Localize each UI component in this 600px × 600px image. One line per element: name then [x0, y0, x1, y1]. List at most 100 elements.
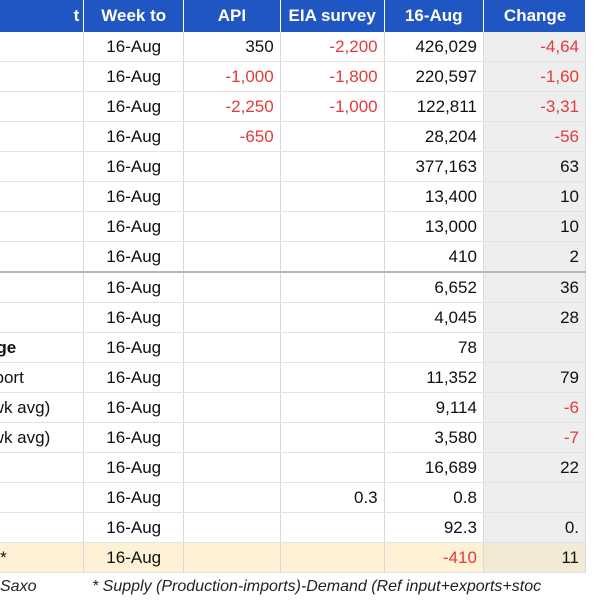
cell-api	[183, 211, 281, 242]
cell-week-to: 16-Aug	[83, 392, 185, 423]
cell-week-to: 16-Aug	[83, 151, 185, 182]
header-change[interactable]: Change	[483, 0, 587, 32]
cell-eia-survey	[280, 512, 385, 543]
cell-label	[0, 241, 85, 273]
cell-change: -4,64	[483, 32, 587, 62]
cell-eia-survey	[280, 332, 385, 363]
cell-eia-survey	[280, 542, 385, 573]
table-row: 16-Aug 377,163 63	[0, 151, 587, 182]
cell-change: 0.	[483, 512, 587, 543]
cell-16-aug: -410	[384, 542, 484, 573]
cell-change: 79	[483, 362, 587, 393]
table-body: 16-Aug 350 -2,200 426,029 -4,64 16-Aug -1,000-…	[0, 32, 587, 573]
table-row: 16-Aug -2,250 -1,000 122,811 -3,31	[0, 91, 587, 122]
cell-change: 28	[483, 302, 587, 333]
cell-16-aug: 28,204	[384, 121, 484, 152]
cell-label	[0, 151, 85, 182]
table-row: 16-Aug 16,689 22	[0, 452, 587, 483]
cell-api: 350	[183, 32, 281, 62]
header-eia-survey[interactable]: EIA survey	[280, 0, 385, 32]
cell-api	[183, 482, 281, 513]
source-credit: Saxo	[0, 578, 37, 595]
cell-eia-survey	[280, 181, 385, 212]
header-week-to[interactable]: Week to	[83, 0, 185, 32]
cell-label	[0, 91, 85, 122]
cell-api	[183, 302, 281, 333]
cell-eia-survey	[280, 271, 385, 303]
cell-week-to: 16-Aug	[83, 121, 185, 152]
cell-label: nge	[0, 332, 85, 363]
cell-eia-survey	[280, 151, 385, 182]
cell-change	[483, 482, 587, 513]
table-row: 16-Aug 13,000 10	[0, 211, 587, 242]
cell-api	[183, 271, 281, 303]
cell-change: 11	[483, 542, 587, 573]
cell-week-to: 16-Aug	[83, 181, 185, 212]
cell-change: -56	[483, 121, 587, 152]
table-row: 16-Aug 4,045 28	[0, 302, 587, 333]
cell-16-aug: 13,000	[384, 211, 484, 242]
cell-week-to: 16-Aug	[83, 241, 185, 273]
table-row: -wk avg)16-Aug 9,114-6	[0, 392, 587, 423]
cell-label	[0, 452, 85, 483]
cell-api: -2,250	[183, 91, 281, 122]
cell-eia-survey	[280, 241, 385, 273]
cell-eia-survey	[280, 362, 385, 393]
cell-eia-survey: 0.3	[280, 482, 385, 513]
cell-16-aug: 122,811	[384, 91, 484, 122]
cell-eia-survey	[280, 392, 385, 423]
cell-16-aug: 4,045	[384, 302, 484, 333]
cell-api	[183, 332, 281, 363]
cell-change: 2	[483, 241, 587, 273]
cell-api	[183, 392, 281, 423]
cell-api	[183, 241, 281, 273]
cell-16-aug: 377,163	[384, 151, 484, 182]
cell-week-to: 16-Aug	[83, 542, 185, 573]
header-16-aug[interactable]: 16-Aug	[384, 0, 484, 32]
cell-api	[183, 151, 281, 182]
cell-eia-survey: -1,000	[280, 91, 385, 122]
cell-label	[0, 121, 85, 152]
cell-label	[0, 181, 85, 212]
cell-change: -7	[483, 422, 587, 453]
cell-label: -wk avg)	[0, 422, 85, 453]
cell-week-to: 16-Aug	[83, 32, 185, 62]
cell-api	[183, 512, 281, 543]
cell-week-to: 16-Aug	[83, 91, 185, 122]
cell-label: xport	[0, 362, 85, 393]
cell-week-to: 16-Aug	[83, 211, 185, 242]
table-header-row: t Week to API EIA survey 16-Aug Change	[0, 0, 587, 32]
header-label[interactable]: t	[0, 0, 85, 32]
inventory-table: t Week to API EIA survey 16-Aug Change 1…	[0, 0, 587, 573]
header-api[interactable]: API	[183, 0, 281, 32]
cell-week-to: 16-Aug	[83, 512, 185, 543]
cell-week-to: 16-Aug	[83, 422, 185, 453]
cell-eia-survey: -1,800	[280, 61, 385, 92]
cell-label	[0, 61, 85, 92]
cell-16-aug: 13,400	[384, 181, 484, 212]
cell-label	[0, 302, 85, 333]
cell-16-aug: 220,597	[384, 61, 484, 92]
cell-eia-survey	[280, 211, 385, 242]
cell-label	[0, 32, 85, 62]
cell-label	[0, 271, 85, 303]
cell-change: 10	[483, 211, 587, 242]
cell-label: t	[0, 512, 85, 543]
cell-api	[183, 422, 281, 453]
cell-eia-survey	[280, 302, 385, 333]
table-row: t16-Aug 92.30.	[0, 512, 587, 543]
table-row: 16-Aug 13,400 10	[0, 181, 587, 212]
cell-eia-survey	[280, 452, 385, 483]
table-row: 16-Aug -650 28,204 -56	[0, 121, 587, 152]
cell-change: 63	[483, 151, 587, 182]
cell-16-aug: 16,689	[384, 452, 484, 483]
cell-16-aug: 410	[384, 241, 484, 273]
cell-change: -1,60	[483, 61, 587, 92]
table-row: 16-Aug 6,652 36	[0, 271, 587, 303]
cell-16-aug: 6,652	[384, 271, 484, 303]
cell-16-aug: 78	[384, 332, 484, 363]
cell-16-aug: 426,029	[384, 32, 484, 62]
cell-eia-survey	[280, 422, 385, 453]
cell-week-to: 16-Aug	[83, 302, 185, 333]
